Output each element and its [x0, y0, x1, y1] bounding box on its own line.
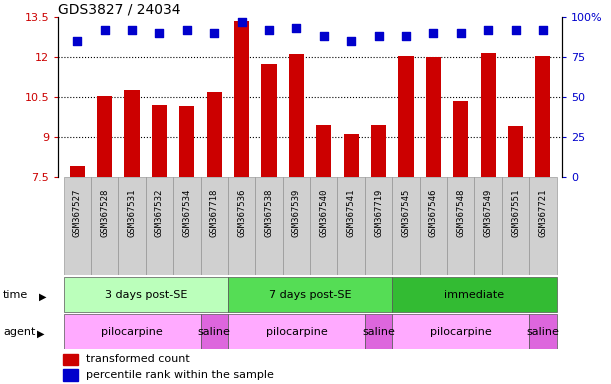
Text: 7 days post-SE: 7 days post-SE — [269, 290, 351, 300]
Bar — [343, 134, 359, 177]
Point — [511, 27, 521, 33]
Text: GSM367718: GSM367718 — [210, 189, 219, 237]
Point — [236, 19, 246, 25]
Bar — [392, 314, 529, 349]
Text: saline: saline — [362, 326, 395, 337]
Bar — [502, 177, 529, 275]
Bar — [283, 177, 310, 275]
Text: GSM367549: GSM367549 — [484, 189, 492, 237]
Point — [182, 27, 192, 33]
Bar — [289, 55, 304, 177]
Text: immediate: immediate — [444, 290, 505, 300]
Point — [100, 27, 109, 33]
Bar — [310, 177, 337, 275]
Point — [483, 27, 493, 33]
Bar — [200, 177, 228, 275]
Point — [456, 30, 466, 36]
Bar — [173, 177, 200, 275]
Text: GSM367534: GSM367534 — [182, 189, 191, 237]
Point — [291, 25, 301, 31]
Text: ▶: ▶ — [37, 328, 44, 338]
Text: GDS3827 / 24034: GDS3827 / 24034 — [58, 2, 180, 16]
Text: GSM367527: GSM367527 — [73, 189, 82, 237]
Bar — [200, 314, 228, 349]
Bar — [97, 96, 112, 177]
Bar — [398, 56, 414, 177]
Point — [72, 38, 82, 44]
Text: saline: saline — [527, 326, 560, 337]
Bar — [453, 101, 468, 177]
Bar — [365, 177, 392, 275]
Point — [264, 27, 274, 33]
Text: percentile rank within the sample: percentile rank within the sample — [86, 370, 274, 380]
Text: GSM367719: GSM367719 — [374, 189, 383, 237]
Bar — [91, 177, 119, 275]
Text: transformed count: transformed count — [86, 354, 189, 364]
Bar — [64, 277, 228, 312]
Bar — [179, 106, 194, 177]
Bar — [426, 57, 441, 177]
Text: GSM367721: GSM367721 — [538, 189, 547, 237]
Text: GSM367546: GSM367546 — [429, 189, 438, 237]
Bar — [337, 177, 365, 275]
Bar — [481, 53, 496, 177]
Bar — [125, 90, 139, 177]
Text: time: time — [3, 290, 28, 300]
Bar — [64, 314, 200, 349]
Bar — [70, 166, 85, 177]
Bar — [529, 177, 557, 275]
Bar — [234, 21, 249, 177]
Bar — [392, 177, 420, 275]
Text: GSM367541: GSM367541 — [346, 189, 356, 237]
Bar — [420, 177, 447, 275]
Text: agent: agent — [3, 327, 35, 337]
Point — [210, 30, 219, 36]
Text: GSM367536: GSM367536 — [237, 189, 246, 237]
Bar — [63, 354, 78, 366]
Bar — [262, 64, 277, 177]
Point — [346, 38, 356, 44]
Bar — [63, 369, 78, 381]
Bar — [119, 177, 145, 275]
Bar — [228, 177, 255, 275]
Point — [127, 27, 137, 33]
Text: ▶: ▶ — [38, 291, 46, 301]
Text: GSM367531: GSM367531 — [128, 189, 136, 237]
Bar — [508, 126, 523, 177]
Bar — [316, 125, 331, 177]
Bar — [64, 177, 91, 275]
Text: GSM367532: GSM367532 — [155, 189, 164, 237]
Point — [401, 33, 411, 40]
Bar — [228, 314, 365, 349]
Text: GSM367545: GSM367545 — [401, 189, 411, 237]
Text: GSM367538: GSM367538 — [265, 189, 274, 237]
Bar — [145, 177, 173, 275]
Bar — [152, 105, 167, 177]
Point — [428, 30, 438, 36]
Text: GSM367539: GSM367539 — [292, 189, 301, 237]
Point — [155, 30, 164, 36]
Bar — [392, 277, 557, 312]
Point — [538, 27, 548, 33]
Text: pilocarpine: pilocarpine — [430, 326, 492, 337]
Bar — [475, 177, 502, 275]
Text: pilocarpine: pilocarpine — [101, 326, 163, 337]
Bar — [529, 314, 557, 349]
Bar — [371, 125, 386, 177]
Bar — [365, 314, 392, 349]
Bar — [228, 277, 392, 312]
Point — [319, 33, 329, 40]
Text: GSM367540: GSM367540 — [320, 189, 328, 237]
Bar — [255, 177, 283, 275]
Bar — [447, 177, 475, 275]
Bar — [535, 56, 551, 177]
Text: GSM367528: GSM367528 — [100, 189, 109, 237]
Text: GSM367548: GSM367548 — [456, 189, 465, 237]
Text: saline: saline — [198, 326, 230, 337]
Bar — [207, 92, 222, 177]
Text: GSM367551: GSM367551 — [511, 189, 520, 237]
Text: pilocarpine: pilocarpine — [266, 326, 327, 337]
Text: 3 days post-SE: 3 days post-SE — [104, 290, 187, 300]
Point — [374, 33, 384, 40]
